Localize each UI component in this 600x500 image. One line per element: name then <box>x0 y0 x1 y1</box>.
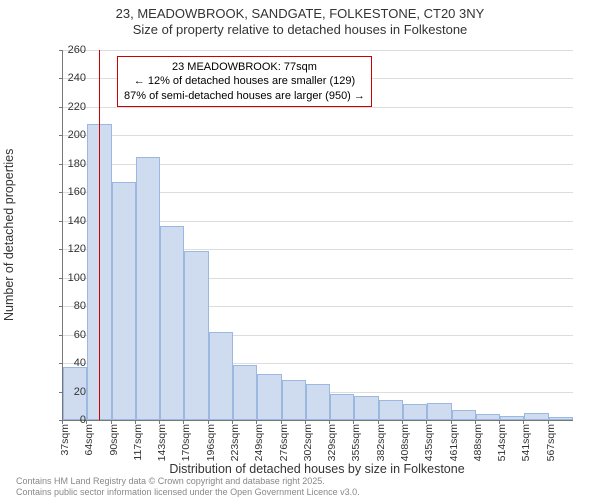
x-tick-label: 64sqm <box>83 424 95 456</box>
x-tick-label: 567sqm <box>545 424 557 461</box>
annotation-line-2: ← 12% of detached houses are smaller (12… <box>124 74 365 88</box>
y-tick-label: 20 <box>56 386 86 398</box>
histogram-bar <box>257 374 281 420</box>
grid-line <box>63 135 573 136</box>
x-axis-label: Distribution of detached houses by size … <box>62 462 572 476</box>
y-tick-label: 160 <box>56 186 86 198</box>
x-tick-label: 461sqm <box>448 424 460 461</box>
y-tick-label: 120 <box>56 243 86 255</box>
x-tick-label: 541sqm <box>520 424 532 461</box>
grid-line <box>63 107 573 108</box>
x-tick-label: 37sqm <box>59 424 71 456</box>
y-tick-label: 180 <box>56 158 86 170</box>
histogram-bar <box>209 332 233 420</box>
x-tick-label: 117sqm <box>132 424 144 461</box>
title-sub: Size of property relative to detached ho… <box>0 22 600 38</box>
x-tick-label: 170sqm <box>180 424 192 461</box>
annotation-line-3: 87% of semi-detached houses are larger (… <box>124 89 365 103</box>
histogram-bar <box>403 404 427 420</box>
x-tick-label: 488sqm <box>472 424 484 461</box>
x-tick-label: 249sqm <box>253 424 265 461</box>
histogram-bar <box>233 365 257 421</box>
title-main: 23, MEADOWBROOK, SANDGATE, FOLKESTONE, C… <box>0 6 600 22</box>
histogram-bar <box>330 394 354 420</box>
y-tick-label: 40 <box>56 357 86 369</box>
x-tick-label: 143sqm <box>156 424 168 461</box>
x-tick-label: 355sqm <box>350 424 362 461</box>
x-tick-label: 514sqm <box>496 424 508 461</box>
x-tick-label: 435sqm <box>423 424 435 461</box>
histogram-bar <box>452 410 476 420</box>
x-tick-label: 223sqm <box>229 424 241 461</box>
plot-area: 23 MEADOWBROOK: 77sqm ← 12% of detached … <box>62 50 573 421</box>
footer-line-1: Contains HM Land Registry data © Crown c… <box>16 476 360 487</box>
histogram-bar <box>184 251 208 420</box>
histogram-bar <box>354 396 378 420</box>
histogram-bar <box>379 400 403 420</box>
y-tick-label: 200 <box>56 129 86 141</box>
y-tick-label: 260 <box>56 44 86 56</box>
y-tick-label: 100 <box>56 272 86 284</box>
histogram-bar <box>136 157 160 420</box>
x-tick-label: 276sqm <box>278 424 290 461</box>
x-tick-label: 90sqm <box>108 424 120 456</box>
y-tick-label: 220 <box>56 101 86 113</box>
x-tick-label: 329sqm <box>326 424 338 461</box>
annotation-box: 23 MEADOWBROOK: 77sqm ← 12% of detached … <box>117 56 372 107</box>
histogram-bar <box>112 182 136 420</box>
histogram-bar <box>500 416 524 420</box>
histogram-bar <box>524 413 548 420</box>
footer: Contains HM Land Registry data © Crown c… <box>16 476 360 498</box>
histogram-bar <box>549 417 573 420</box>
y-tick-label: 140 <box>56 215 86 227</box>
title-block: 23, MEADOWBROOK, SANDGATE, FOLKESTONE, C… <box>0 0 600 39</box>
grid-line <box>63 50 573 51</box>
x-tick-label: 408sqm <box>399 424 411 461</box>
x-tick-label: 196sqm <box>205 424 217 461</box>
histogram-bar <box>306 384 330 420</box>
y-tick-label: 60 <box>56 329 86 341</box>
annotation-line-1: 23 MEADOWBROOK: 77sqm <box>124 60 365 74</box>
x-tick-label: 302sqm <box>302 424 314 461</box>
histogram-bar <box>282 380 306 420</box>
footer-line-2: Contains public sector information licen… <box>16 487 360 498</box>
y-tick-label: 240 <box>56 72 86 84</box>
histogram-bar <box>160 226 184 420</box>
y-tick-label: 80 <box>56 300 86 312</box>
chart-container: 23, MEADOWBROOK, SANDGATE, FOLKESTONE, C… <box>0 0 600 500</box>
histogram-bar <box>476 414 500 420</box>
x-tick-label: 382sqm <box>375 424 387 461</box>
histogram-bar <box>427 403 451 420</box>
marker-line <box>99 50 100 420</box>
y-axis-label: Number of detached properties <box>2 149 16 321</box>
